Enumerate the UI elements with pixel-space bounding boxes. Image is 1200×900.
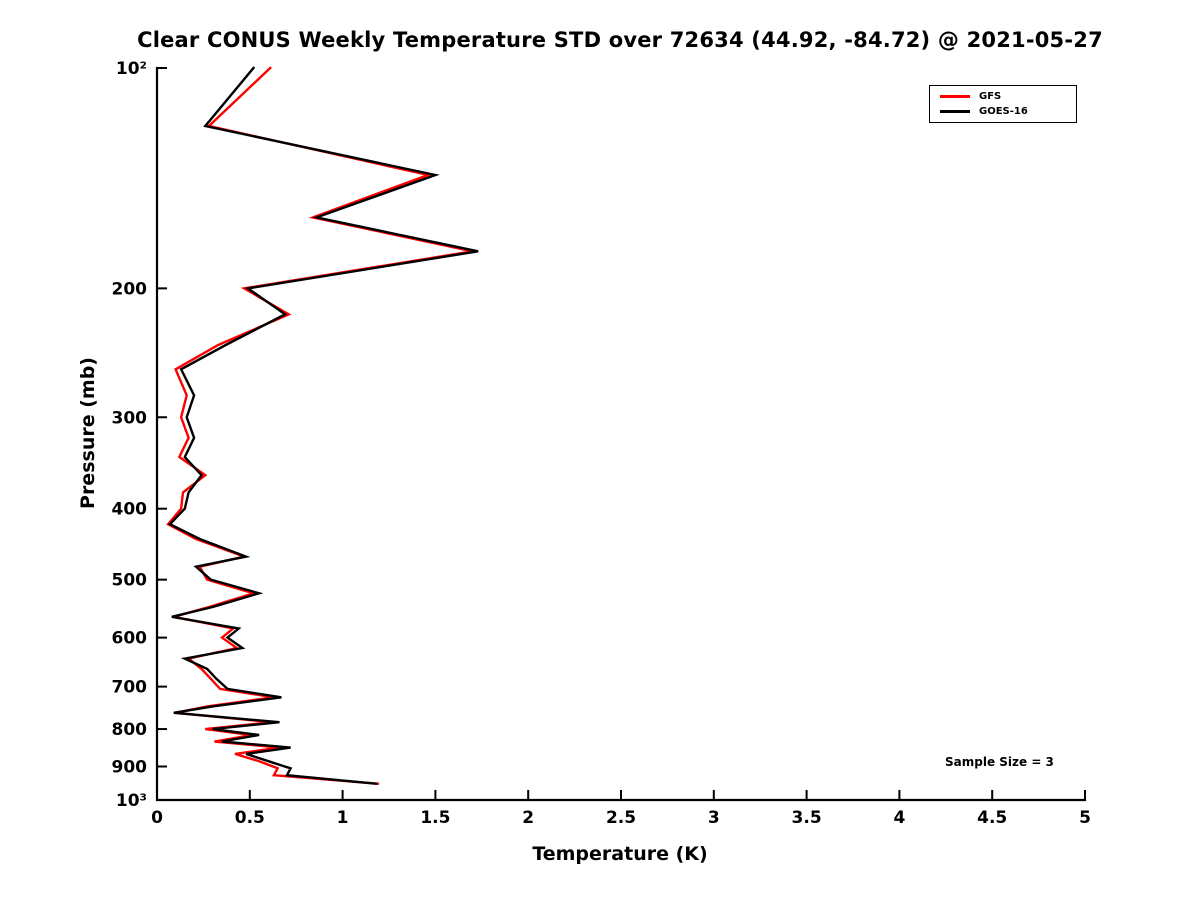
- x-tick-label: 1: [337, 808, 349, 828]
- legend-label: GFS: [979, 91, 1002, 102]
- legend-line-swatch: [940, 95, 970, 98]
- x-tick-label: 5: [1079, 808, 1091, 828]
- axes: [155, 66, 1087, 802]
- sample-size-annotation: Sample Size = 3: [945, 755, 1054, 769]
- y-tick-label: 300: [112, 408, 148, 428]
- legend-line-swatch: [940, 110, 970, 113]
- y-tick-label: 900: [112, 758, 148, 778]
- x-axis: 0 0.5 1 1.5 2 2.5 3 3.5 4 4.5 5: [151, 790, 1091, 828]
- y-tick-label: 700: [112, 678, 148, 698]
- y-tick-label: 400: [112, 500, 148, 520]
- series-line-goes-16: [168, 66, 479, 786]
- x-tick-label: 0.5: [235, 808, 265, 828]
- legend-entry: GOES-16: [940, 106, 1066, 117]
- y-tick-label: 10²: [116, 59, 147, 79]
- chart-title: Clear CONUS Weekly Temperature STD over …: [137, 28, 1103, 52]
- y-tick-label: 10³: [116, 791, 147, 811]
- legend-label: GOES-16: [979, 106, 1028, 117]
- x-tick-label: 4: [893, 808, 905, 828]
- legend: GFS GOES-16: [929, 85, 1077, 123]
- x-tick-label: 0: [151, 808, 163, 828]
- y-tick-label: 800: [112, 720, 148, 740]
- y-tick-label: 600: [112, 629, 148, 649]
- x-tick-label: 3.5: [792, 808, 822, 828]
- x-axis-label: Temperature (K): [532, 843, 708, 865]
- x-tick-label: 3: [708, 808, 720, 828]
- legend-entry: GFS: [940, 91, 1066, 102]
- x-tick-label: 2: [522, 808, 534, 828]
- y-tick-label: 500: [112, 571, 148, 591]
- x-tick-label: 2.5: [606, 808, 636, 828]
- x-tick-label: 1.5: [420, 808, 450, 828]
- y-tick-label: 200: [112, 279, 148, 299]
- x-tick-label: 4.5: [977, 808, 1007, 828]
- y-axis: 10² 200 300 400 500 600 700 800 900 10³: [112, 59, 167, 811]
